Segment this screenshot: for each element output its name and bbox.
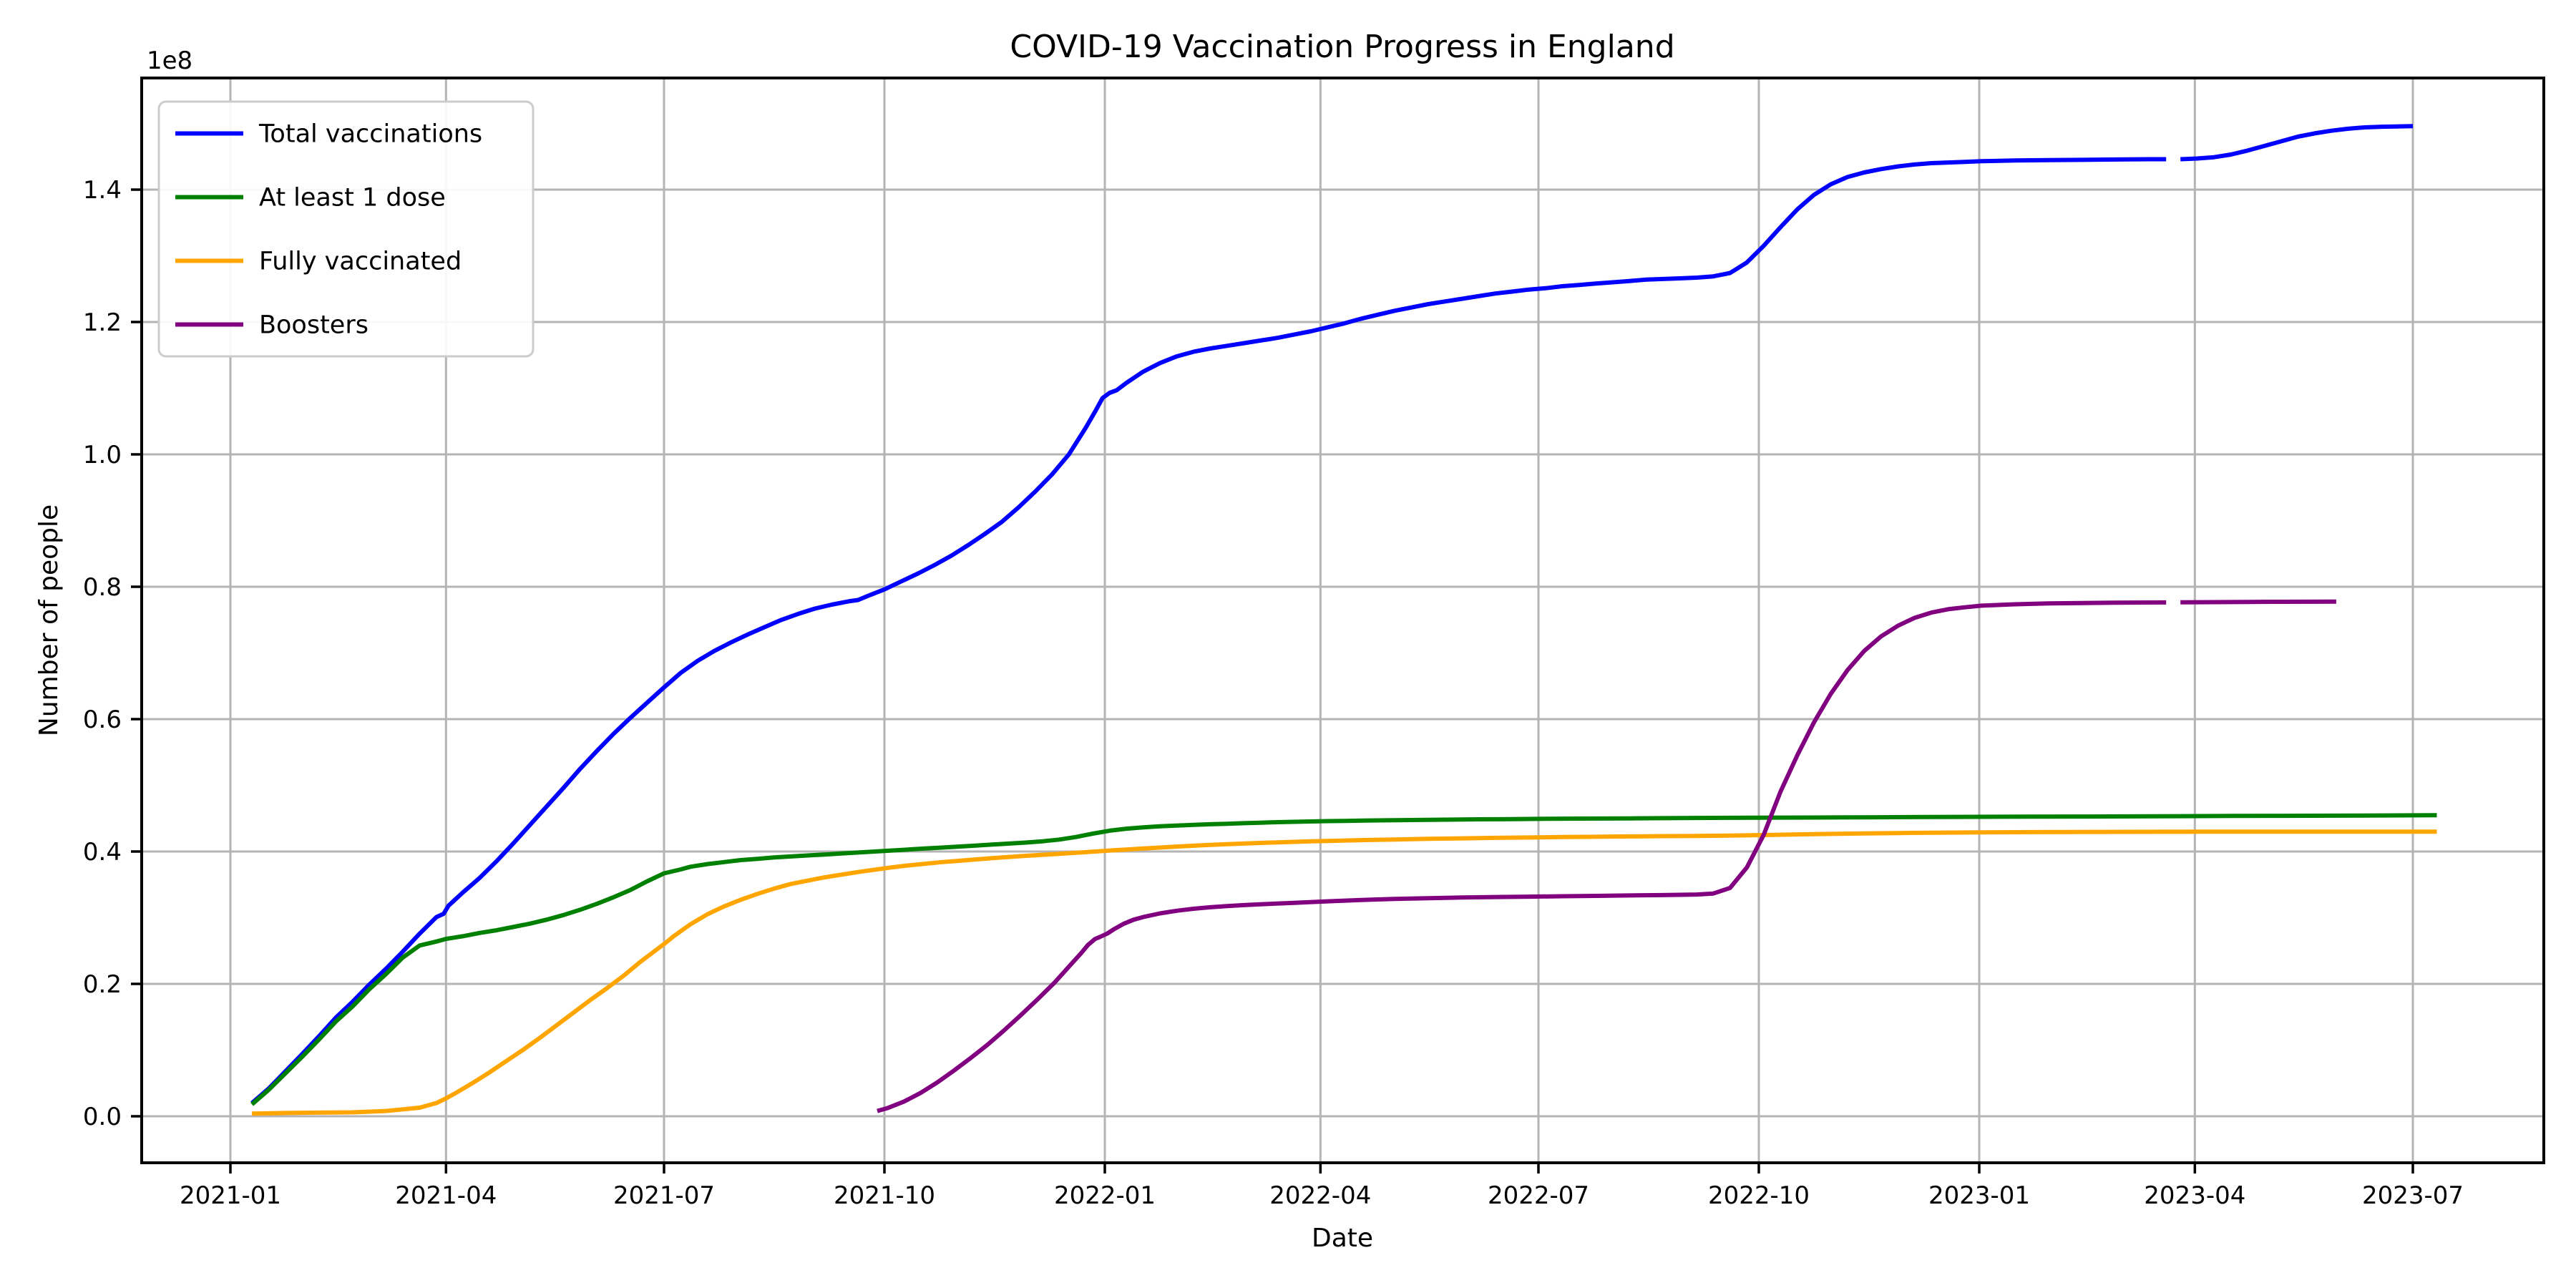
chart-title: COVID-19 Vaccination Progress in England [1010, 29, 1674, 65]
y-tick-label-0.6: 0.6 [83, 706, 122, 734]
legend-label-at-least-1-dose: At least 1 dose [259, 184, 446, 213]
series-lines [250, 124, 2437, 1116]
legend-label-boosters: Boosters [259, 311, 369, 340]
y-axis-offset-label: 1e8 [147, 47, 192, 75]
series-line-total-vaccinations-seg2 [2180, 124, 2414, 162]
x-tick-label-2022-04: 2022-04 [1269, 1181, 1371, 1210]
tick-marks [131, 188, 2414, 1174]
x-tick-label-2022-07: 2022-07 [1488, 1181, 1589, 1210]
x-tick-label-2023-07: 2023-07 [2362, 1181, 2464, 1210]
series-line-at-least-1-dose [250, 813, 2437, 1106]
legend-label-total-vaccinations: Total vaccinations [258, 120, 482, 149]
y-tick-label-0.8: 0.8 [83, 573, 122, 602]
x-axis-label: Date [1312, 1224, 1373, 1253]
plot-border [140, 77, 2545, 1164]
y-tick-label-0.0: 0.0 [83, 1103, 122, 1131]
tick-labels: 2021-01 2021-04 2021-07 2021-10 2022-01 2022-… [83, 176, 2464, 1210]
x-tick-label-2022-01: 2022-01 [1054, 1181, 1156, 1210]
legend-box [157, 100, 535, 358]
x-tick-label-2023-01: 2023-01 [1928, 1181, 2030, 1210]
x-tick-label-2021-07: 2021-07 [613, 1181, 715, 1210]
legend-label-fully-vaccinated: Fully vaccinated [259, 248, 462, 276]
y-tick-label-1.0: 1.0 [83, 441, 122, 469]
y-tick-label-1.2: 1.2 [83, 308, 122, 337]
y-tick-label-1.4: 1.4 [83, 176, 122, 205]
x-tick-label-2021-04: 2021-04 [395, 1181, 497, 1210]
legend: Total vaccinations At least 1 dose Fully v… [157, 100, 535, 358]
series-line-boosters-seg1 [877, 600, 2167, 1113]
series-line-fully-vaccinated [252, 829, 2437, 1116]
x-tick-label-2021-01: 2021-01 [180, 1181, 281, 1210]
x-tick-label-2023-04: 2023-04 [2144, 1181, 2245, 1210]
x-tick-label-2021-10: 2021-10 [834, 1181, 935, 1210]
x-tick-label-2022-10: 2022-10 [1708, 1181, 1810, 1210]
y-axis-label: Number of people [34, 504, 64, 736]
y-tick-label-0.4: 0.4 [83, 838, 122, 867]
y-tick-label-0.2: 0.2 [83, 970, 122, 999]
series-line-total-vaccinations-seg1 [250, 157, 2167, 1105]
